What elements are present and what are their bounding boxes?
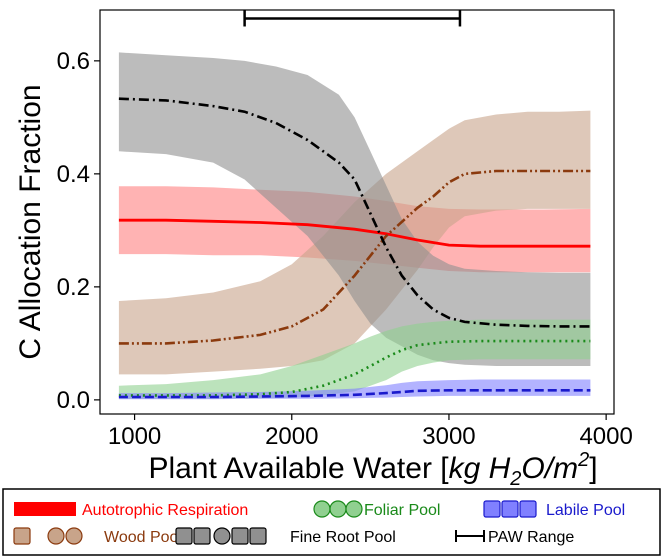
legend-item-autotrophic-respiration: Autotrophic Respiration bbox=[14, 502, 248, 519]
legend-swatch-circle bbox=[329, 500, 347, 518]
x-axis-ticks: 1000 2000 3000 4000 bbox=[108, 414, 633, 450]
legend-item-labile-pool: Labile Pool bbox=[483, 500, 625, 519]
x-tick-label: 4000 bbox=[579, 423, 632, 450]
wood-pool-line bbox=[118, 169, 591, 345]
autotrophic-respiration-line bbox=[118, 218, 591, 248]
labile-pool-line bbox=[118, 388, 591, 399]
x-tick-label: 3000 bbox=[422, 423, 475, 450]
legend-swatch-circle bbox=[213, 527, 231, 545]
y-tick-label: 0.0 bbox=[57, 387, 90, 414]
y-tick-label: 0.4 bbox=[57, 161, 90, 188]
legend-item-foliar-pool: Foliar Pool bbox=[313, 500, 440, 519]
series-lines bbox=[118, 97, 591, 399]
fine-root-pool-line bbox=[118, 97, 591, 328]
x-axis-title-prefix: Plant Available Water [ bbox=[148, 452, 449, 485]
fine-root-pool-band bbox=[118, 52, 591, 367]
y-tick-label: 0.6 bbox=[57, 48, 90, 75]
labile-pool-band bbox=[118, 379, 591, 400]
legend-swatch-bar bbox=[14, 502, 76, 516]
legend-swatch-circle bbox=[313, 500, 331, 518]
legend-label: Foliar Pool bbox=[364, 502, 440, 519]
x-axis-title-unit-2: O/m bbox=[521, 452, 578, 485]
x-axis-title-suffix: ] bbox=[589, 452, 597, 485]
legend-swatch-square bbox=[501, 500, 519, 518]
y-axis-ticks: 0.0 0.2 0.4 0.6 bbox=[57, 48, 100, 414]
legend-swatch-square bbox=[519, 500, 537, 518]
legend-box bbox=[2, 488, 661, 556]
legend-label: Autotrophic Respiration bbox=[82, 502, 248, 519]
legend-swatch-circle bbox=[47, 527, 65, 545]
legend-label: PAW Range bbox=[488, 529, 574, 546]
x-axis-title: Plant Available Water [kg H2O/m2] bbox=[148, 449, 597, 490]
x-tick-label: 1000 bbox=[108, 423, 161, 450]
legend-swatch-circle bbox=[345, 500, 363, 518]
y-axis-title: C Allocation Fraction bbox=[14, 84, 47, 359]
legend-item-fine-root-pool: Fine Root Pool bbox=[175, 527, 396, 546]
legend-swatch-square bbox=[231, 527, 249, 545]
legend-item-wood-pool: Wood Pool bbox=[13, 527, 182, 546]
x-axis-title-sub: 2 bbox=[509, 468, 521, 490]
x-tick-label: 2000 bbox=[265, 423, 318, 450]
legend-swatch-square bbox=[175, 527, 193, 545]
x-axis-title-sup: 2 bbox=[577, 449, 589, 471]
legend-swatch-square bbox=[13, 527, 31, 545]
legend-label: Labile Pool bbox=[546, 502, 625, 519]
legend-item-paw-range: PAW Range bbox=[455, 529, 574, 546]
paw-range-bar bbox=[243, 10, 462, 27]
y-tick-label: 0.2 bbox=[57, 274, 90, 301]
plot-frame bbox=[99, 9, 615, 415]
legend-swatch-circle bbox=[65, 527, 83, 545]
legend-label: Wood Pool bbox=[104, 529, 182, 546]
legend: Autotrophic Respiration Foliar Pool Labile… bbox=[13, 500, 625, 546]
x-axis-title-unit: kg H bbox=[449, 452, 511, 485]
legend-swatch-square bbox=[483, 500, 501, 518]
foliar-pool-band bbox=[118, 319, 591, 399]
legend-swatch-square bbox=[193, 527, 211, 545]
legend-label: Fine Root Pool bbox=[290, 529, 396, 546]
confidence-bands bbox=[118, 52, 591, 400]
legend-swatch-square bbox=[249, 527, 267, 545]
